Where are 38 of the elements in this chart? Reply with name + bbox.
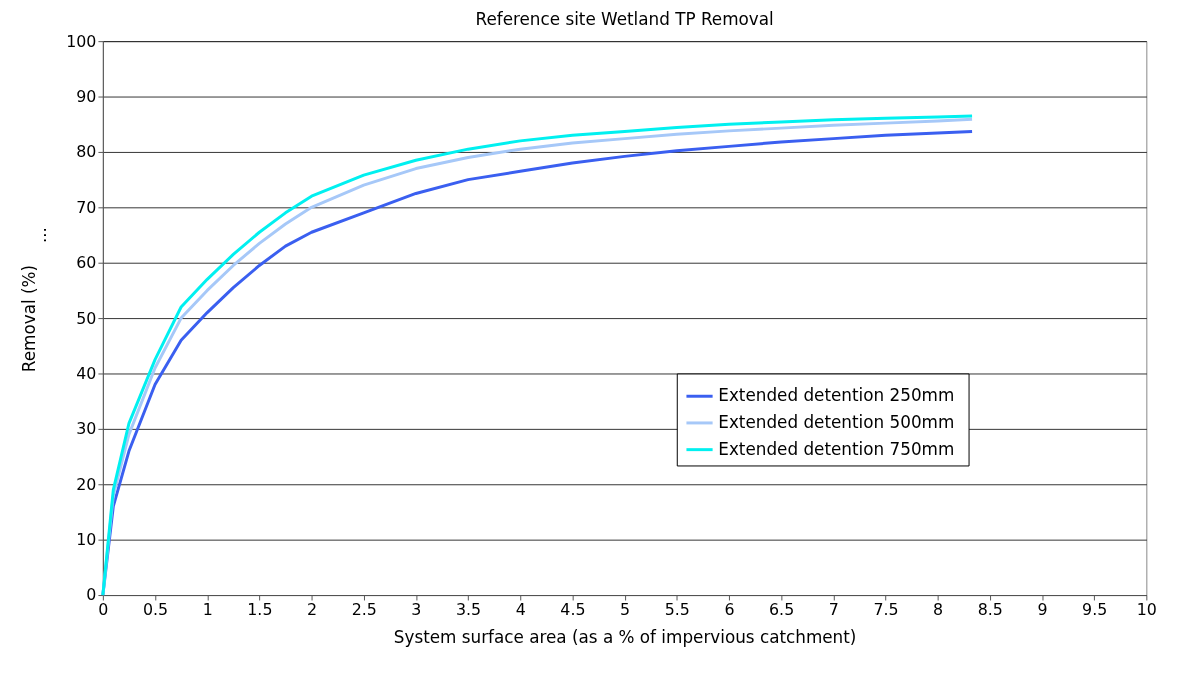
y-tick-label: 10 [76,530,97,550]
x-tick-label: 1.5 [247,600,273,620]
x-tick-label: 2 [307,600,318,620]
x-tick-label: 10 [1136,600,1157,620]
y-tick-label: 40 [76,363,97,383]
y-tick-label: 100 [66,31,97,51]
y-tick-label: 80 [76,142,97,162]
y-tick-label: 50 [76,308,97,328]
x-tick-label: 7.5 [873,600,899,620]
y-tick-label: 60 [76,253,97,273]
x-tick-label: 6.5 [769,600,795,620]
x-tick-label: 2.5 [351,600,377,620]
y-tick-label: 20 [76,474,97,494]
y-tick-label: 0 [86,585,97,605]
legend-label: Extended detention 250mm [718,385,955,406]
y-tick-label: 30 [76,419,97,439]
y-tick-label: 70 [76,197,97,217]
x-tick-label: 0.5 [142,600,169,620]
text: … [31,227,51,243]
x-tick-label: 7 [828,600,839,620]
chart-title: Reference site Wetland TP Removal [475,9,774,30]
y-tick-label: 90 [76,86,97,106]
x-tick-label: 1 [202,600,213,620]
x-tick-label: 8 [933,600,944,620]
legend-label: Extended detention 500mm [718,411,955,432]
x-axis-title: System surface area (as a % of impervious catchment) [393,627,857,648]
legend-label: Extended detention 750mm [718,438,955,459]
x-tick-label: 4.5 [560,600,586,620]
x-tick-label: 5.5 [664,600,690,620]
x-tick-label: 6 [724,600,735,620]
x-tick-label: 8.5 [977,600,1003,620]
x-tick-label: 3.5 [456,600,482,620]
y-axis-title: Removal (%) [18,264,39,373]
x-tick-label: 9 [1037,600,1048,620]
x-tick-label: 3 [411,600,422,620]
x-tick-label: 9.5 [1082,600,1108,620]
x-tick-label: 4 [515,600,526,620]
x-tick-label: 5 [620,600,631,620]
